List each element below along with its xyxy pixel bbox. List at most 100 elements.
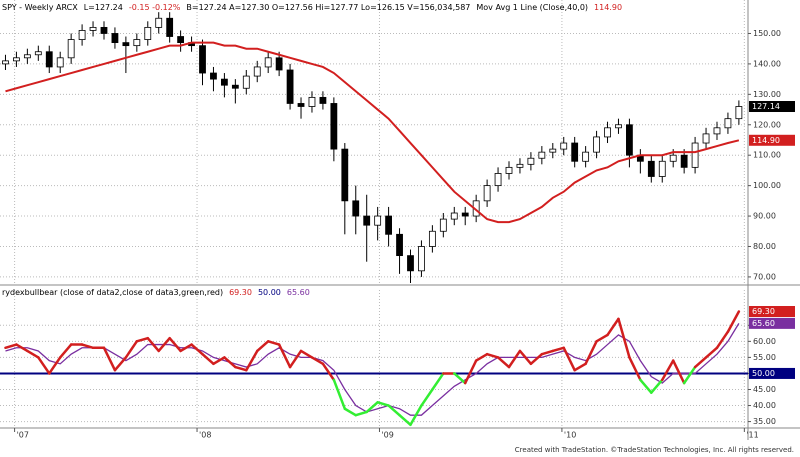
indicator-segment <box>628 356 642 382</box>
candle-body <box>560 142 568 150</box>
indicator-segment <box>332 378 347 410</box>
candle-body <box>593 136 600 153</box>
candle-body <box>428 230 436 247</box>
candle-body <box>297 103 305 107</box>
indicator-segment <box>650 378 664 394</box>
candle-body <box>231 84 239 89</box>
indicator-segment <box>639 378 653 394</box>
y-tick-label: 110.00 <box>753 151 781 160</box>
candle-body <box>615 124 622 129</box>
candle-body <box>177 36 185 44</box>
price-box-label: 127.14 <box>752 102 780 111</box>
x-tick-label: '11 <box>746 431 758 440</box>
indicator-segment <box>179 343 193 353</box>
value-box-label: 69.30 <box>752 307 775 316</box>
y-tick-label: 140.00 <box>753 59 781 68</box>
level-value: 50.00 <box>257 288 281 297</box>
indicator-segment <box>376 401 390 407</box>
candle-body <box>439 218 447 232</box>
x-tick-label: '07 <box>17 431 29 440</box>
indicator-segment <box>715 330 730 350</box>
candle-body <box>626 124 633 156</box>
indicator-segment <box>80 343 95 350</box>
y-tick-label: 45.00 <box>753 385 776 394</box>
y-tick-label: 90.00 <box>753 212 776 221</box>
candle-body <box>669 154 677 162</box>
y-tick-label: 100.00 <box>753 181 781 190</box>
indicator-segment <box>190 343 204 356</box>
indicator-segment <box>102 346 117 372</box>
candle-body <box>275 57 283 71</box>
candle-body <box>111 33 119 44</box>
candle-body <box>100 26 108 34</box>
y-tick-label: 130.00 <box>753 90 781 99</box>
candle-body <box>13 57 20 62</box>
indicator-segment <box>310 356 325 366</box>
candle-body <box>45 51 53 68</box>
y-tick-label: 60.00 <box>753 337 776 346</box>
indicator-segment <box>4 343 18 350</box>
candle-body <box>658 160 666 177</box>
candle-body <box>89 26 97 31</box>
indicator-segment <box>595 333 609 343</box>
indicator-segment <box>420 388 434 407</box>
study-value: 114.90 <box>594 3 623 12</box>
indicator-segment <box>573 362 587 372</box>
candle-body <box>67 39 75 59</box>
y-tick-label: 70.00 <box>753 272 776 281</box>
indicator-segment <box>453 372 467 385</box>
candle-body <box>166 17 174 37</box>
indicator-segment <box>277 343 292 369</box>
value-box <box>749 134 795 146</box>
indicator-segment <box>146 336 160 353</box>
y-tick-label: 55.00 <box>753 353 776 362</box>
candle-body <box>516 163 524 168</box>
value-box <box>749 317 795 329</box>
axis-column <box>748 0 800 440</box>
signal-line <box>5 323 740 416</box>
indicator-segment <box>398 413 412 427</box>
indicator-segment <box>48 356 62 375</box>
price-header: SPY - Weekly ARCX L=127.24 -0.15 -0.12% … <box>2 3 622 12</box>
indicator-segment <box>201 352 215 366</box>
quote: B=127.24 A=127.30 O=127.56 Hi=127.77 Lo=… <box>186 3 471 12</box>
indicator-segment <box>321 362 336 382</box>
indicator-segment <box>704 346 719 359</box>
candle-body <box>341 148 349 202</box>
candle-body <box>702 133 710 144</box>
candle-body <box>505 166 513 174</box>
y-tick-label: 120.00 <box>753 120 781 129</box>
candle-body <box>374 215 382 226</box>
indicator-segment <box>255 340 270 353</box>
x-tick-label: '10 <box>564 431 576 440</box>
indicator-segment <box>463 359 478 385</box>
indicator-segment <box>343 407 358 417</box>
value-box-label: 65.60 <box>752 319 775 328</box>
candle-body <box>385 215 392 235</box>
indicator-segment <box>26 349 40 359</box>
symbol: SPY - Weekly ARCX <box>2 3 78 12</box>
candle-body <box>34 51 42 56</box>
candle-body <box>549 148 557 153</box>
indicator-segment <box>168 336 182 353</box>
indicator-segment <box>562 346 576 372</box>
candle-body <box>418 246 425 272</box>
candle-body <box>2 60 9 65</box>
value-box <box>749 306 795 318</box>
candle-body <box>253 66 261 77</box>
candle-body <box>582 151 590 162</box>
candle-body <box>691 142 699 168</box>
candle-body <box>199 45 206 74</box>
candle-body <box>483 185 491 202</box>
indicator-segment <box>496 356 511 369</box>
change: -0.15 -0.12% <box>128 3 181 12</box>
indicator-segment <box>365 401 379 414</box>
indicator-segment <box>212 356 226 366</box>
indicator-segment <box>113 356 128 372</box>
signal-value: 65.60 <box>286 288 310 297</box>
indicator-segment <box>661 359 675 382</box>
indicator-title: rydexbullbear (close of data2,close of d… <box>2 288 224 297</box>
candle-body <box>450 212 458 220</box>
indicator-segment <box>157 336 171 353</box>
